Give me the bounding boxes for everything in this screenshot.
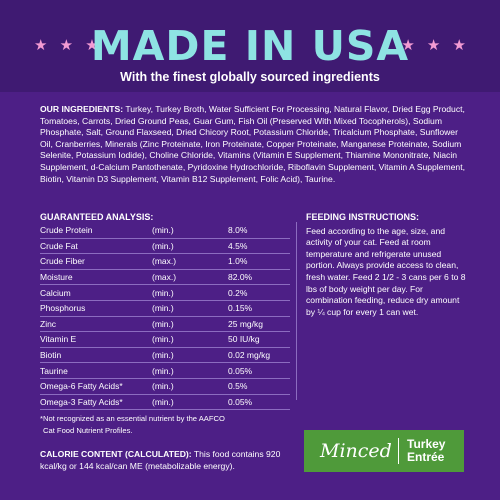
calorie-text: This food contains 920 kcal/kg or 144 kc… <box>40 449 281 472</box>
nutrient-value: 8.0% <box>228 225 248 236</box>
feeding-instructions: FEEDING INSTRUCTIONS: Feed according to … <box>306 212 466 318</box>
nutrient-qualifier: (min.) <box>152 287 174 298</box>
nutrient-name: Zinc <box>40 318 57 329</box>
nutrient-qualifier: (min.) <box>152 365 174 376</box>
analysis-row: Calcium (min.) 0.2% <box>40 285 290 301</box>
analysis-rows: Crude Protein (min.) 8.0% Crude Fat (min.) 4.… <box>40 223 290 411</box>
nutrient-name: Crude Protein <box>40 225 93 236</box>
nutrient-qualifier: (max.) <box>152 256 177 267</box>
nutrient-qualifier: (min.) <box>152 240 174 251</box>
nutrient-qualifier: (min.) <box>152 334 174 345</box>
nutrient-value: 0.05% <box>228 396 253 407</box>
nutrient-qualifier: (min.) <box>152 350 174 361</box>
nutrient-name: Phosphorus <box>40 303 86 314</box>
badge-word-1: Turkey <box>407 437 446 451</box>
nutrient-value: 4.5% <box>228 240 248 251</box>
flavor-badge: Minced Turkey Entrée <box>304 430 464 472</box>
analysis-row: Omega-6 Fatty Acids* (min.) 0.5% <box>40 379 290 395</box>
nutrient-value: 0.2% <box>228 287 248 298</box>
analysis-row: Moisture (max.) 82.0% <box>40 270 290 286</box>
nutrient-name: Taurine <box>40 365 68 376</box>
badge-words: Turkey Entrée <box>407 438 445 464</box>
analysis-row: Phosphorus (min.) 0.15% <box>40 301 290 317</box>
nutrient-value: 25 mg/kg <box>228 318 263 329</box>
analysis-row: Crude Fat (min.) 4.5% <box>40 239 290 255</box>
analysis-row: Vitamin E (min.) 50 IU/kg <box>40 332 290 348</box>
badge-word-2: Entrée <box>407 450 445 464</box>
badge-script: Minced <box>320 440 392 462</box>
stars-right-icon: ★ ★ ★ <box>401 37 470 54</box>
nutrient-name: Omega-3 Fatty Acids* <box>40 396 123 407</box>
nutrient-qualifier: (min.) <box>152 303 174 314</box>
nutrient-qualifier: (min.) <box>152 396 174 407</box>
calorie-content: CALORIE CONTENT (CALCULATED): This food … <box>40 448 292 472</box>
nutrient-value: 0.05% <box>228 365 253 376</box>
footnote-line-2: Cat Food Nutrient Profiles. <box>43 426 133 435</box>
nutrient-value: 1.0% <box>228 256 248 267</box>
nutrient-name: Biotin <box>40 350 62 361</box>
analysis-title: GUARANTEED ANALYSIS: <box>40 212 154 222</box>
badge-separator <box>398 438 399 464</box>
footnote-line-1: *Not recognized as an essential nutrient… <box>40 414 225 423</box>
nutrient-name: Crude Fiber <box>40 256 85 267</box>
footnote: *Not recognized as an essential nutrient… <box>40 413 300 437</box>
analysis-row: Crude Fiber (max.) 1.0% <box>40 254 290 270</box>
nutrient-value: 82.0% <box>228 272 253 283</box>
analysis-row: Omega-3 Fatty Acids* (min.) 0.05% <box>40 395 290 411</box>
feeding-text: Feed according to the age, size, and act… <box>306 225 466 317</box>
nutrient-qualifier: (min.) <box>152 381 174 392</box>
nutrient-name: Vitamin E <box>40 334 77 345</box>
nutrient-qualifier: (min.) <box>152 318 174 329</box>
nutrient-name: Moisture <box>40 272 73 283</box>
nutrient-qualifier: (min.) <box>152 225 174 236</box>
nutrient-name: Crude Fat <box>40 240 78 251</box>
header-banner <box>0 0 500 92</box>
stars-left-icon: ★ ★ ★ <box>34 37 103 54</box>
nutrient-qualifier: (max.) <box>152 272 177 283</box>
ingredients-label: OUR INGREDIENTS: <box>40 104 124 114</box>
nutrient-value: 50 IU/kg <box>228 334 260 345</box>
nutrient-name: Omega-6 Fatty Acids* <box>40 381 123 392</box>
guaranteed-analysis-table: GUARANTEED ANALYSIS: Crude Protein (min.)… <box>40 212 290 411</box>
nutrient-value: 0.02 mg/kg <box>228 350 271 361</box>
nutrient-value: 0.5% <box>228 381 248 392</box>
analysis-row: Biotin (min.) 0.02 mg/kg <box>40 348 290 364</box>
ingredients-text: OUR INGREDIENTS: Turkey, Turkey Broth, W… <box>40 104 465 185</box>
analysis-row: Crude Protein (min.) 8.0% <box>40 223 290 239</box>
ingredients-list: Turkey, Turkey Broth, Water Sufficient F… <box>40 104 465 184</box>
headline: MADE IN USA <box>90 22 410 70</box>
calorie-label: CALORIE CONTENT (CALCULATED): <box>40 449 192 459</box>
nutrient-value: 0.15% <box>228 303 253 314</box>
column-divider <box>296 222 297 400</box>
analysis-row: Taurine (min.) 0.05% <box>40 363 290 379</box>
feeding-title: FEEDING INSTRUCTIONS: <box>306 212 420 222</box>
nutrient-name: Calcium <box>40 287 71 298</box>
analysis-row: Zinc (min.) 25 mg/kg <box>40 317 290 333</box>
tagline: With the finest globally sourced ingredi… <box>120 70 380 84</box>
